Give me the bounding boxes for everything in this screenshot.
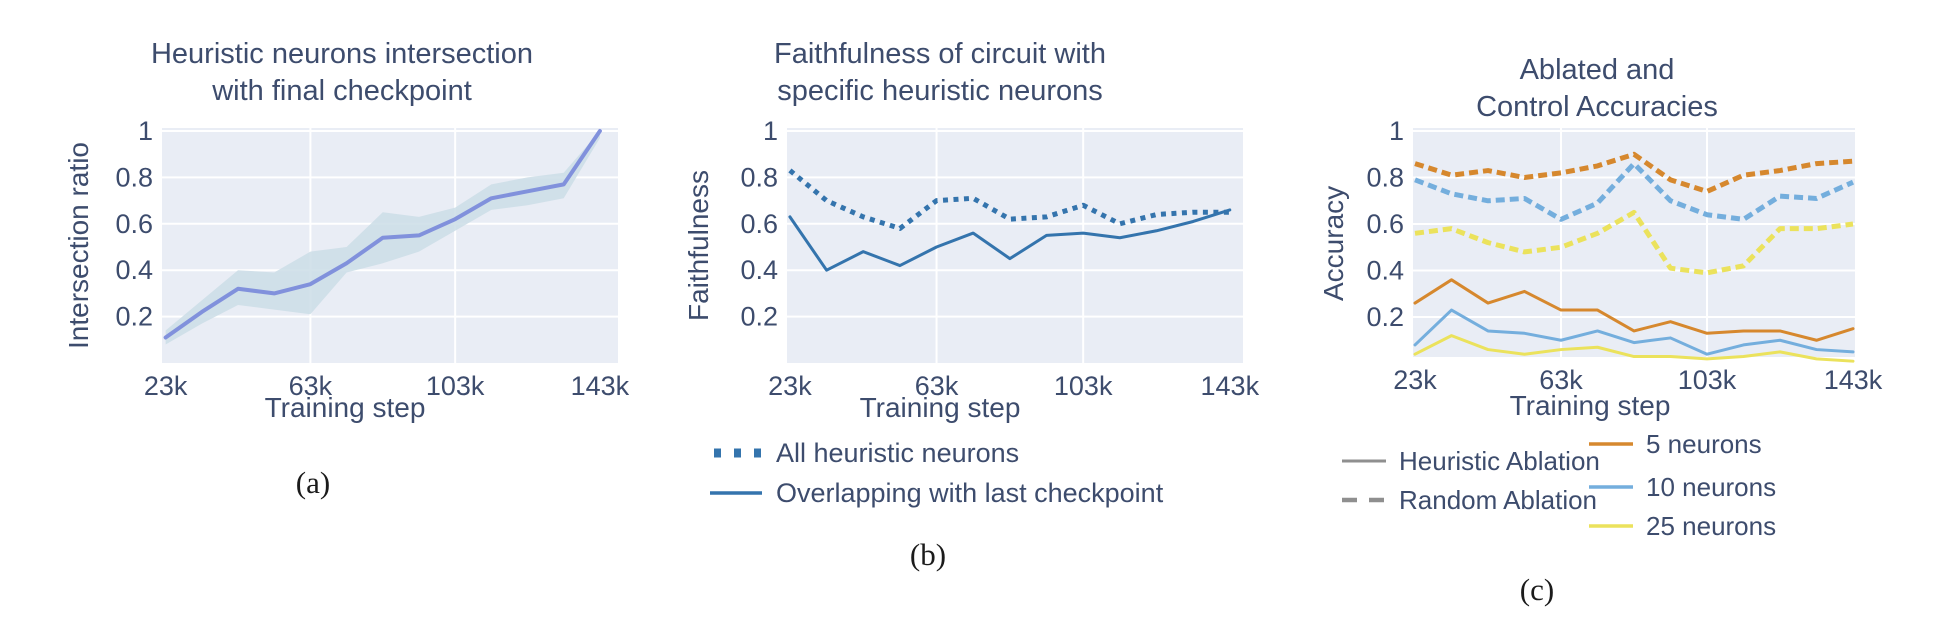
chart-b-xlabel: Training step <box>859 392 1021 423</box>
chart-c-caption: (c) <box>1519 572 1555 607</box>
chart-b-series-all-heuristic-neurons <box>788 168 1230 231</box>
chart-a-xtick-label: 143k <box>571 371 630 401</box>
solid-gray-line-swatch <box>1342 459 1386 463</box>
chart-c-xtick-label: 103k <box>1678 365 1737 395</box>
chart-c-series-random-ablation-10-neurons <box>1414 161 1855 222</box>
chart-c-ytick-label: 0.2 <box>1366 302 1404 332</box>
legend-label: Overlapping with last checkpoint <box>776 477 1164 508</box>
legend-item-25-neurons: 25 neurons <box>1588 511 1776 541</box>
legend-label: 10 neurons <box>1646 471 1777 502</box>
chart-b-title-line1: Faithfulness of circuit with <box>773 38 1106 70</box>
chart-c-xlabel: Training step <box>1509 390 1671 421</box>
chart-a-ytick-label: 1 <box>138 116 153 146</box>
chart-a-xtick-label: 63k <box>289 371 333 401</box>
chart-c-title: Ablated and Control Accuracies <box>1297 52 1897 126</box>
legend-label: 25 neurons <box>1646 510 1777 541</box>
chart-b-title-line2: specific heuristic neurons <box>777 75 1103 107</box>
chart-c-series-heuristic-ablation-25-neurons <box>1413 334 1855 363</box>
chart-c-title-line1: Ablated and <box>1519 54 1675 86</box>
chart-c-series-heuristic-ablation-10-neurons <box>1413 308 1855 356</box>
chart-b-ytick-label: 0.6 <box>740 209 778 239</box>
chart-b-series-overlapping-with-last-checkpoint <box>788 208 1232 272</box>
chart-b-ytick-label: 0.8 <box>740 162 778 192</box>
chart-c-ytick-label: 0.6 <box>1366 209 1404 239</box>
chart-a-ylabel: Intersection ratio <box>63 142 94 349</box>
chart-c-title-line2: Control Accuracies <box>1476 91 1718 123</box>
legend-label: Random Ablation <box>1399 484 1598 515</box>
chart-a-xtick-label: 23k <box>144 371 188 401</box>
chart-a-title-line2: with final checkpoint <box>212 75 472 107</box>
chart-b-ytick-label: 0.4 <box>740 255 778 285</box>
chart-b-ylabel: Faithfulness <box>683 170 714 321</box>
chart-b-plot-area <box>787 128 1243 363</box>
blue-line-swatch <box>1589 485 1633 489</box>
chart-c-ytick-label: 0.8 <box>1366 163 1404 193</box>
legend-item-heuristic-ablation: Heuristic Ablation <box>1341 446 1600 476</box>
chart-a-xtick-label: 103k <box>426 371 485 401</box>
chart-b-xtick-label: 143k <box>1201 371 1260 401</box>
chart-c-xtick-label: 143k <box>1824 365 1883 395</box>
chart-a-title-line1: Heuristic neurons intersection <box>150 38 533 70</box>
chart-b-xtick-label: 63k <box>915 371 959 401</box>
chart-c-series-random-ablation-5-neurons <box>1414 151 1854 194</box>
chart-c-ytick-label: 1 <box>1389 116 1404 146</box>
legend-label: All heuristic neurons <box>776 437 1020 468</box>
legend-item-random-ablation: Random Ablation <box>1341 485 1597 515</box>
chart-b-ytick-label: 0.2 <box>740 302 778 332</box>
chart-b-title: Faithfulness of circuit with specific he… <box>640 36 1240 110</box>
chart-c-ytick-label: 0.4 <box>1366 256 1404 286</box>
legend-item-all-heuristic-neurons: All heuristic neurons <box>712 438 1019 468</box>
legend-item-10-neurons: 10 neurons <box>1588 472 1776 502</box>
chart-b-xtick-label: 103k <box>1054 371 1113 401</box>
chart-a-title: Heuristic neurons intersection with fina… <box>42 36 642 110</box>
yellow-line-swatch <box>1589 524 1633 528</box>
legend-item-5-neurons: 5 neurons <box>1588 429 1762 459</box>
chart-c-plot-area <box>1413 128 1855 357</box>
chart-c-series-heuristic-ablation-5-neurons <box>1413 278 1855 342</box>
chart-b-ytick-label: 1 <box>763 116 778 146</box>
chart-c-xtick-label: 23k <box>1393 365 1437 395</box>
chart-b-caption: (b) <box>909 537 947 572</box>
solid-line-swatch <box>710 491 762 495</box>
chart-a-ytick-label: 0.4 <box>115 255 153 285</box>
chart-a-xlabel: Training step <box>264 392 426 423</box>
chart-c-xtick-label: 63k <box>1539 365 1583 395</box>
legend-label: Heuristic Ablation <box>1399 445 1600 476</box>
chart-a-ytick-label: 0.8 <box>115 162 153 192</box>
chart-c-series-random-ablation-25-neurons <box>1414 209 1854 276</box>
orange-line-swatch <box>1589 442 1633 446</box>
dashed-gray-line-swatch <box>1342 497 1386 503</box>
chart-a-ytick-label: 0.6 <box>115 209 153 239</box>
chart-c-ylabel: Accuracy <box>1318 185 1349 301</box>
dotted-line-swatch <box>714 448 764 458</box>
chart-a-caption: (a) <box>295 465 331 500</box>
legend-label: 5 neurons <box>1646 428 1762 459</box>
chart-a-ytick-label: 0.2 <box>115 302 153 332</box>
legend-item-overlapping: Overlapping with last checkpoint <box>708 478 1163 508</box>
chart-a-series-intersection-ratio-mean- <box>163 129 602 340</box>
chart-b-xtick-label: 23k <box>768 371 812 401</box>
